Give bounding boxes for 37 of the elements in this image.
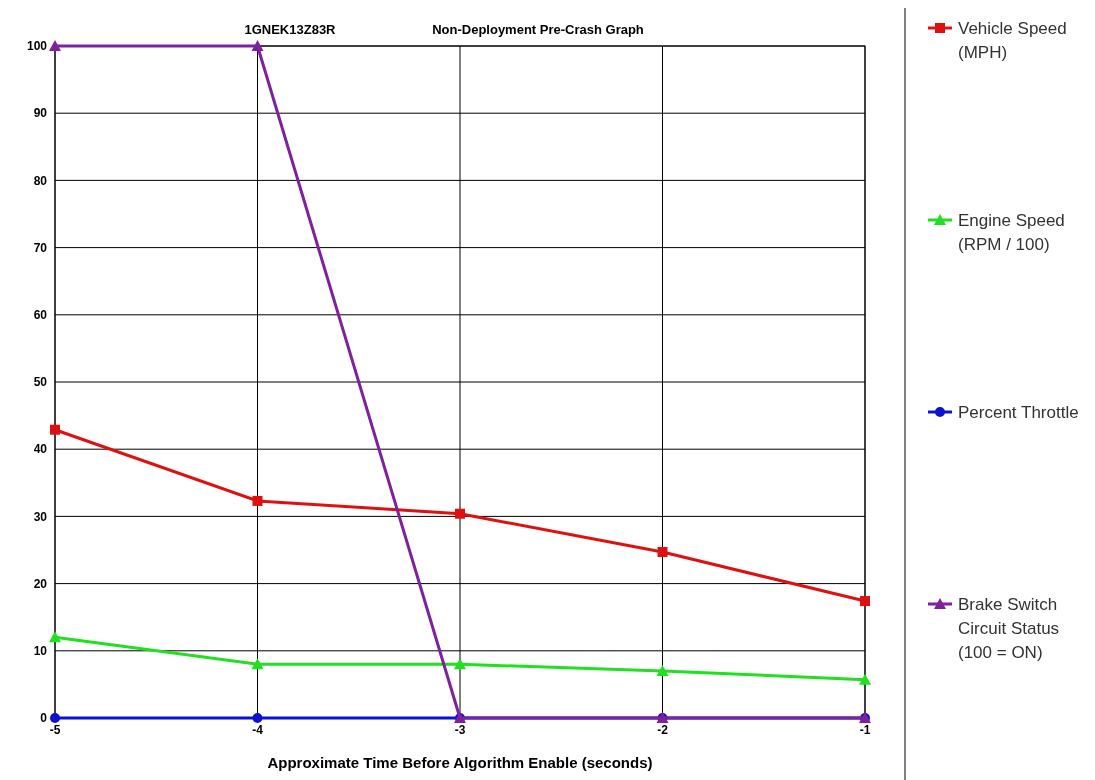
- point: [50, 424, 60, 435]
- chart-title: Non-Deployment Pre-Crash Graph: [432, 22, 644, 37]
- y-tick-label: 40: [33, 442, 48, 457]
- y-tick-label: 10: [33, 644, 48, 658]
- point: [252, 495, 263, 506]
- y-tick-label: 20: [33, 576, 48, 591]
- x-tick-label: -4: [252, 723, 264, 737]
- point: [455, 508, 465, 519]
- y-tick-label: 50: [33, 375, 48, 390]
- y-tick-label: 80: [33, 173, 48, 188]
- point: [454, 658, 466, 670]
- point: [251, 658, 264, 670]
- y-tick-label: 60: [33, 308, 48, 322]
- x-tick-label: -5: [49, 723, 61, 737]
- point: [50, 713, 60, 723]
- legend-label: Brake Switch Circuit Status (100 = ON): [958, 595, 1060, 662]
- point: [252, 713, 263, 723]
- point: [657, 547, 668, 558]
- legend-label: Vehicle Speed (MPH): [958, 19, 1067, 62]
- point: [860, 596, 870, 607]
- y-tick-label: 70: [33, 240, 48, 255]
- point: [859, 673, 871, 685]
- point: [251, 40, 264, 51]
- point: [656, 664, 669, 676]
- x-axis-title: Approximate Time Before Algorithm Enable (seconds): [267, 754, 653, 771]
- point: [49, 631, 61, 643]
- x-tick-label: -3: [454, 723, 466, 737]
- x-tick-label: -1: [859, 723, 871, 737]
- x-tick-label: -2: [657, 723, 669, 737]
- y-tick-label: 30: [33, 509, 48, 524]
- legend-label: Percent Throttle: [958, 403, 1079, 422]
- point: [49, 40, 61, 51]
- chart-subtitle: 1GNEK13Z83R: [244, 22, 337, 37]
- y-tick-label: 0: [40, 711, 48, 726]
- y-tick-label: 100: [26, 39, 48, 54]
- y-tick-label: 90: [33, 106, 48, 121]
- legend-label: Engine Speed (RPM / 100): [958, 211, 1065, 254]
